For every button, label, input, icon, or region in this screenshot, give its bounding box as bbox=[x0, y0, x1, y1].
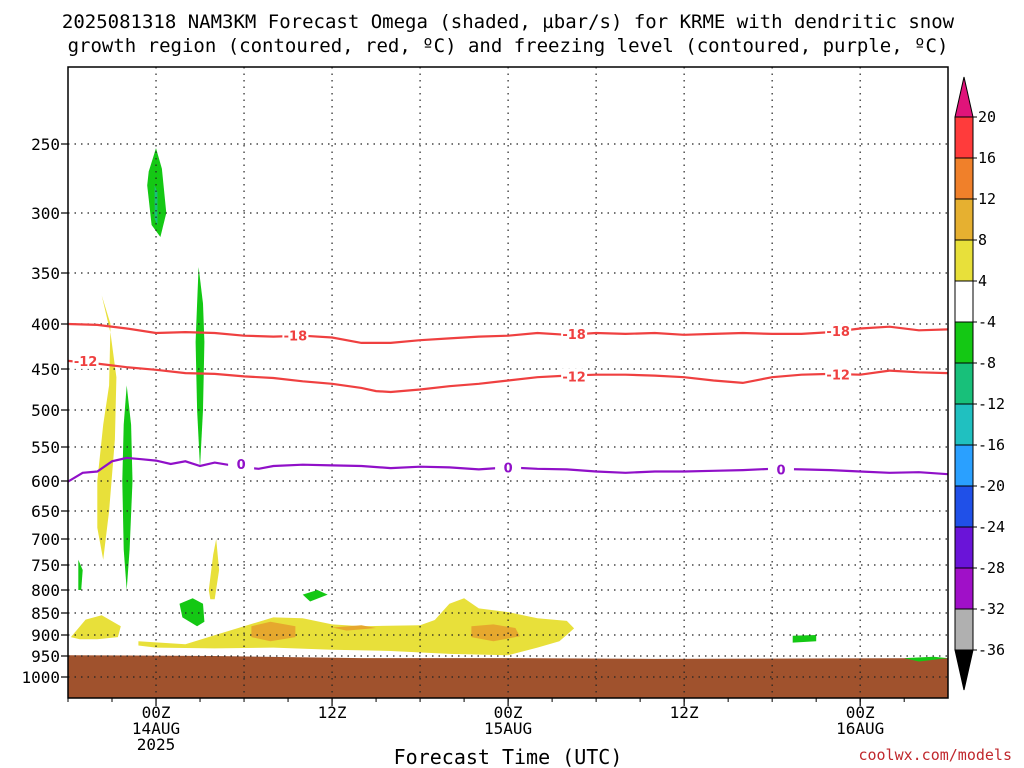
x-tick-label: 00Z bbox=[494, 703, 523, 722]
contour-line--18 bbox=[68, 322, 948, 344]
colorbar-bottom-arrow bbox=[954, 649, 974, 691]
colorbar-segment bbox=[954, 608, 974, 651]
colorbar-segment bbox=[954, 526, 974, 569]
omega-shade-8-12-1 bbox=[332, 625, 377, 631]
contour-label--12: -12 bbox=[826, 369, 850, 384]
colorbar-label: -20 bbox=[978, 477, 1005, 495]
colorbar-segment bbox=[954, 280, 974, 323]
contour-label--12: -12 bbox=[74, 355, 98, 370]
colorbar-label: 12 bbox=[978, 190, 996, 208]
omega-shade--4 to -8-7 bbox=[904, 656, 948, 662]
colorbar-label: -24 bbox=[978, 518, 1005, 536]
colorbar-segment bbox=[954, 567, 974, 610]
y-tick-label: 850 bbox=[31, 604, 60, 623]
omega-shade--4 to -8-6 bbox=[792, 635, 817, 643]
omega-shade-8-12-2 bbox=[471, 624, 520, 642]
contour-line--12 bbox=[68, 359, 948, 394]
colorbar-label: -36 bbox=[978, 641, 1005, 659]
contour-label-bg bbox=[495, 459, 522, 476]
colorbar-label: -28 bbox=[978, 559, 1005, 577]
contour-label--12: -12 bbox=[562, 370, 586, 385]
y-tick-label: 1000 bbox=[21, 668, 60, 687]
omega-shade-ground-0 bbox=[68, 655, 948, 698]
colorbar-segment bbox=[954, 362, 974, 405]
y-tick-label: 700 bbox=[31, 530, 60, 549]
colorbar-label: 8 bbox=[978, 231, 987, 249]
x-tick-label: 2025 bbox=[137, 735, 176, 754]
y-tick-label: 400 bbox=[31, 315, 60, 334]
colorbar-segment bbox=[954, 321, 974, 364]
omega-shade-4-8-0 bbox=[97, 295, 117, 560]
y-tick-label: 650 bbox=[31, 502, 60, 521]
credit-text: coolwx.com/models bbox=[858, 746, 1012, 764]
omega-shade--4 to -8-3 bbox=[78, 559, 83, 590]
contour-label-bg bbox=[561, 368, 588, 385]
colorbar-segment bbox=[954, 116, 974, 159]
colorbar-label: -16 bbox=[978, 436, 1005, 454]
colorbar-label: 16 bbox=[978, 149, 996, 167]
contour-label--18: -18 bbox=[562, 328, 586, 343]
y-tick-label: 300 bbox=[31, 204, 60, 223]
y-tick-label: 950 bbox=[31, 647, 60, 666]
y-tick-label: 250 bbox=[31, 135, 60, 154]
chart-title-line-2: growth region (contoured, red, ºC) and f… bbox=[68, 35, 949, 57]
contour-label-bg bbox=[72, 352, 99, 369]
contour-label-0: 0 bbox=[776, 463, 785, 478]
y-tick-label: 900 bbox=[31, 626, 60, 645]
y-tick-label: 750 bbox=[31, 556, 60, 575]
contour-label--18: -18 bbox=[284, 330, 308, 345]
omega-shade-8-12-0 bbox=[251, 621, 296, 642]
y-tick-label: 500 bbox=[31, 401, 60, 420]
x-tick-label: 12Z bbox=[670, 703, 699, 722]
colorbar-segment bbox=[954, 239, 974, 282]
contour-label-bg bbox=[767, 461, 794, 478]
contour-label-bg bbox=[561, 325, 588, 342]
omega-shade-4-8-1 bbox=[70, 615, 121, 640]
contour-label-0: 0 bbox=[237, 458, 246, 473]
contour-label-bg bbox=[825, 323, 852, 340]
y-tick-label: 600 bbox=[31, 472, 60, 491]
y-tick-label: 350 bbox=[31, 264, 60, 283]
plot-area: -18 -18 -18 -12 -12 -12 0 0 0 bbox=[68, 67, 948, 698]
omega-shade--4 to -8-1 bbox=[195, 267, 205, 468]
x-tick-label: 12Z bbox=[318, 703, 347, 722]
colorbar-segment bbox=[954, 198, 974, 241]
colorbar-segment bbox=[954, 403, 974, 446]
omega-shade--4 to -8-2 bbox=[122, 385, 133, 590]
colorbar-label: 4 bbox=[978, 272, 987, 290]
colorbar-label: -4 bbox=[978, 313, 996, 331]
colorbar: 20 16 12 8 4 -4 -8 -12 -16 -20 -24 -28 -32 -36 bbox=[954, 76, 1005, 691]
contour-label-0: 0 bbox=[504, 461, 513, 476]
x-axis-title: Forecast Time (UTC) bbox=[394, 745, 623, 768]
contour-label-bg bbox=[282, 327, 309, 344]
x-tick-label: 00Z bbox=[142, 703, 171, 722]
colorbar-label: 20 bbox=[978, 108, 996, 126]
x-tick-label: 00Z bbox=[846, 703, 875, 722]
colorbar-label: -8 bbox=[978, 354, 996, 372]
omega-shade--8 to -12-0 bbox=[154, 185, 158, 225]
y-tick-label: 450 bbox=[31, 360, 60, 379]
x-tick-label: 15AUG bbox=[484, 719, 532, 738]
omega-shade-4-8-3 bbox=[208, 539, 220, 600]
colorbar-label: -12 bbox=[978, 395, 1005, 413]
y-tick-label: 550 bbox=[31, 438, 60, 457]
omega-shade--4 to -8-4 bbox=[179, 598, 205, 627]
contour-label--18: -18 bbox=[826, 325, 850, 340]
plot-contents: -18 -18 -18 -12 -12 -12 0 0 0 bbox=[68, 67, 948, 698]
x-tick-label: 14AUG bbox=[132, 719, 180, 738]
contour-label-bg bbox=[825, 366, 852, 383]
axes: 250 300 350 400 450 500 550 600 650 700 750 800 850 9… bbox=[21, 66, 949, 754]
colorbar-segment bbox=[954, 444, 974, 487]
chart-title-line-1: 2025081318 NAM3KM Forecast Omega (shaded… bbox=[62, 11, 955, 33]
colorbar-segment bbox=[954, 485, 974, 528]
omega-shade--4 to -8-5 bbox=[302, 590, 328, 602]
colorbar-label: -32 bbox=[978, 600, 1005, 618]
contour-label-bg bbox=[228, 456, 255, 472]
colorbar-segment bbox=[954, 157, 974, 200]
y-tick-label: 800 bbox=[31, 581, 60, 600]
x-tick-label: 16AUG bbox=[836, 719, 884, 738]
